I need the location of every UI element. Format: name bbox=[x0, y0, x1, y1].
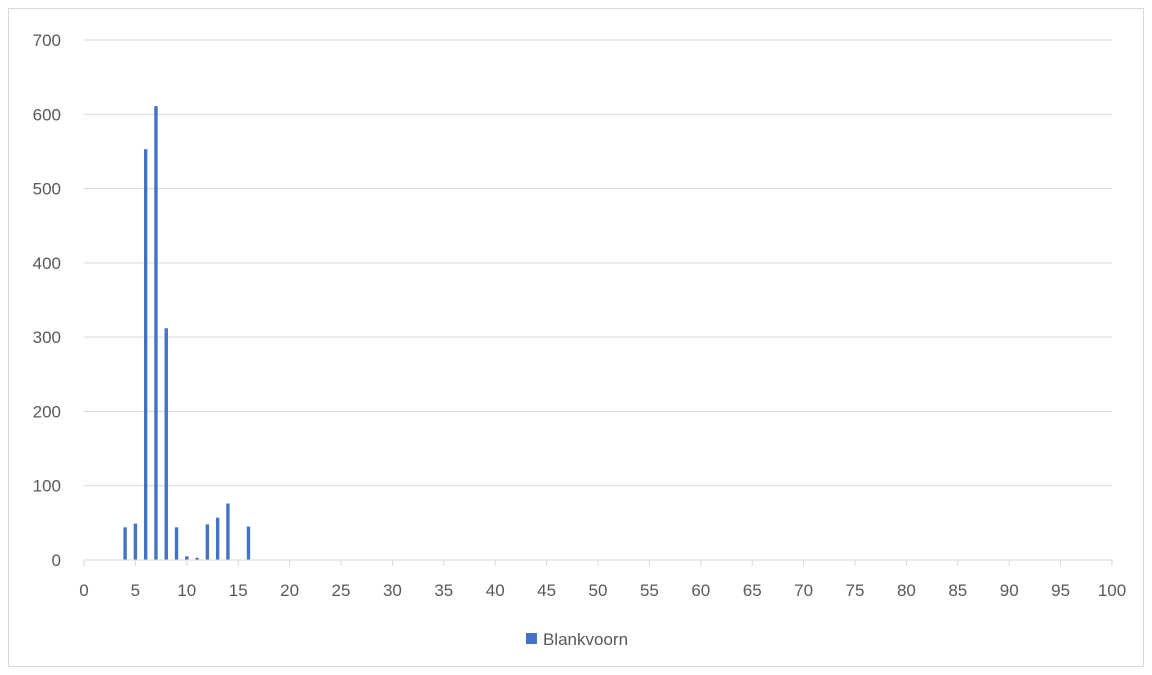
x-tick-label: 35 bbox=[434, 581, 453, 600]
y-tick-label: 100 bbox=[33, 477, 61, 496]
x-tick-label: 45 bbox=[537, 581, 556, 600]
bar bbox=[164, 328, 168, 560]
x-tick-label: 70 bbox=[794, 581, 813, 600]
bar bbox=[226, 503, 230, 560]
x-tick-label: 10 bbox=[177, 581, 196, 600]
legend-label: Blankvoorn bbox=[543, 630, 628, 649]
y-axis: 0 100 200 300 400 500 600 700 bbox=[33, 31, 61, 570]
x-tick-label: 40 bbox=[486, 581, 505, 600]
x-tick-label: 65 bbox=[743, 581, 762, 600]
x-tick-label: 30 bbox=[383, 581, 402, 600]
x-tick-label: 95 bbox=[1051, 581, 1070, 600]
x-tick-label: 75 bbox=[846, 581, 865, 600]
y-tick-label: 0 bbox=[52, 551, 61, 570]
y-tick-label: 700 bbox=[33, 31, 61, 50]
bars bbox=[123, 106, 251, 560]
y-tick-label: 200 bbox=[33, 402, 61, 421]
legend-swatch bbox=[525, 633, 537, 644]
bar bbox=[154, 106, 158, 560]
y-tick-label: 500 bbox=[33, 180, 61, 199]
x-tick-label: 20 bbox=[280, 581, 299, 600]
y-tick-label: 600 bbox=[33, 105, 61, 124]
x-tick-label: 85 bbox=[948, 581, 967, 600]
bar bbox=[133, 523, 138, 560]
bar bbox=[195, 557, 199, 560]
bar-chart: 0 5 10 15 20 25 30 35 40 45 50 55 60 65 70 75 80 85 90 95 10… bbox=[33, 31, 1127, 649]
x-tick-label: 50 bbox=[589, 581, 608, 600]
bar bbox=[205, 524, 210, 560]
x-tick-label: 0 bbox=[79, 581, 88, 600]
bar bbox=[246, 526, 251, 560]
x-tick-label: 60 bbox=[691, 581, 710, 600]
bar bbox=[185, 556, 189, 560]
x-tick-label: 80 bbox=[897, 581, 916, 600]
gridlines bbox=[84, 39, 1112, 487]
x-tick-label: 25 bbox=[332, 581, 351, 600]
x-tick-label: 90 bbox=[1000, 581, 1019, 600]
bar bbox=[174, 527, 179, 560]
bar bbox=[123, 527, 127, 560]
bar bbox=[143, 149, 148, 560]
x-tick-label: 15 bbox=[229, 581, 248, 600]
bar bbox=[215, 517, 220, 560]
x-axis: 0 5 10 15 20 25 30 35 40 45 50 55 60 65 70 75 80 85 90 95 10… bbox=[79, 559, 1126, 600]
x-tick-label: 100 bbox=[1098, 581, 1126, 600]
chart-area: 0 5 10 15 20 25 30 35 40 45 50 55 60 65 70 75 80 85 90 95 10… bbox=[8, 8, 1144, 667]
x-tick-label: 55 bbox=[640, 581, 659, 600]
y-tick-label: 400 bbox=[33, 254, 61, 273]
x-tick-label: 5 bbox=[131, 581, 140, 600]
legend: Blankvoorn bbox=[525, 630, 628, 649]
y-tick-label: 300 bbox=[33, 328, 61, 347]
